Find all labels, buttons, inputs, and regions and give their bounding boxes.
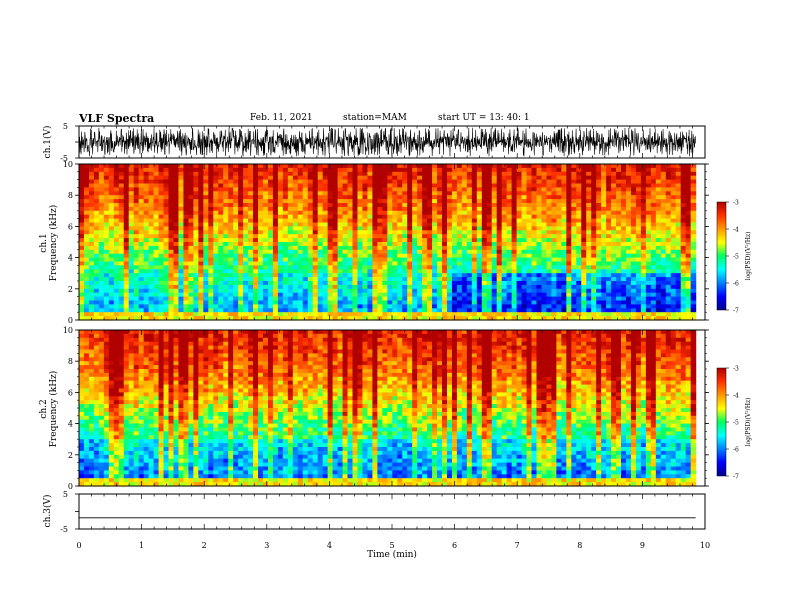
ch1-spectrogram-panel: 0 2 4 6 8 10 [63,160,709,325]
ch3-waveform-ytick-label: -5 [60,525,68,534]
date-label: Feb. 11, 2021 [250,113,313,123]
x-tick-label: 3 [264,541,269,550]
figure-title: VLF Spectra [79,112,155,125]
ch3-waveform-frame [78,493,706,530]
ch3-waveform-ytick-label: 5 [63,490,68,499]
station-label: station=MAM [343,113,407,123]
ch3-waveform-panel: 5 -5 [60,490,706,534]
ch2-spectrogram-cells [79,330,697,487]
ch2-colorbar-label: log(PSD)(V²/Hz) [745,398,752,447]
ch2-spectro-ylabel: Frequency (kHz) [48,371,59,448]
ch1-spectrogram-ytick-label: 0 [68,316,73,325]
ch2-spectrogram-ytick-label: 2 [68,451,73,460]
x-tick-label: 9 [640,541,645,550]
ch3-waveform-ylabel: ch.3(V) [42,495,53,528]
ch1-waveform-panel: 5 -5 [60,122,706,163]
ch1-spectro-ylabel: Frequency (kHz) [48,205,59,282]
ch1-spectrogram-ytick-label: 10 [63,160,73,169]
ch1-spectro-ylabel-top: ch.1 [39,233,49,252]
x-axis: 0 1 2 3 4 5 6 7 8 9 10 [76,126,710,550]
ch1-spectrogram-ytick-label: 2 [68,285,73,294]
start-time-label: start UT = 13: 40: 1 [438,113,530,123]
ch1-waveform-ytick-label: -5 [60,154,68,163]
colorbar-tick-label: -6 [733,281,739,288]
colorbar-tick-label: -4 [733,393,739,400]
x-tick-label: 8 [577,541,582,550]
colorbar-tick-label: -6 [733,447,739,454]
x-tick-label: 2 [202,541,207,550]
x-tick-label: 1 [139,541,144,550]
colorbar-tick-label: -4 [733,227,739,234]
ch2-spectrogram-ytick-label: 6 [68,388,73,397]
ch1-colorbar-label: log(PSD)(V²/Hz) [745,232,752,281]
ch1-waveform-ytick-label: 5 [63,122,68,131]
colorbar-tick-label: -7 [733,308,739,315]
ch2-spectrogram-ytick-label: 8 [68,357,73,366]
colorbar-tick-label: -7 [733,474,739,481]
ch2-spectrogram-panel: 0 2 4 6 8 10 [63,326,709,491]
x-tick-label: 6 [452,541,457,550]
x-tick-label: 5 [389,541,394,550]
ch2-spectrogram-ytick-label: 10 [63,326,73,335]
ch1-spectrogram-ytick-label: 8 [68,191,73,200]
ch2-spectro-ylabel-top: ch.2 [39,399,49,418]
ch2-spectrogram-ytick-label: 0 [68,482,73,491]
ch1-waveform-trace [78,127,696,157]
x-axis-label: Time (min) [367,549,417,560]
ch1-spectrogram-cells [79,164,697,321]
x-tick-label: 4 [327,541,332,550]
colorbar-tick-label: -3 [733,200,739,207]
ch1-spectrogram-ytick-label: 4 [68,254,73,263]
colorbar-tick-label: -5 [733,254,739,261]
x-tick-label: 10 [700,541,710,550]
ch1-spectrogram-ytick-label: 6 [68,222,73,231]
colorbar-tick-label: -3 [733,366,739,373]
x-tick-label: 0 [76,541,81,550]
colorbar-tick-label: -5 [733,420,739,427]
ch2-spectrogram-ytick-label: 4 [68,420,73,429]
x-tick-label: 7 [515,541,520,550]
ch1-waveform-ylabel: ch.1(V) [42,126,53,159]
